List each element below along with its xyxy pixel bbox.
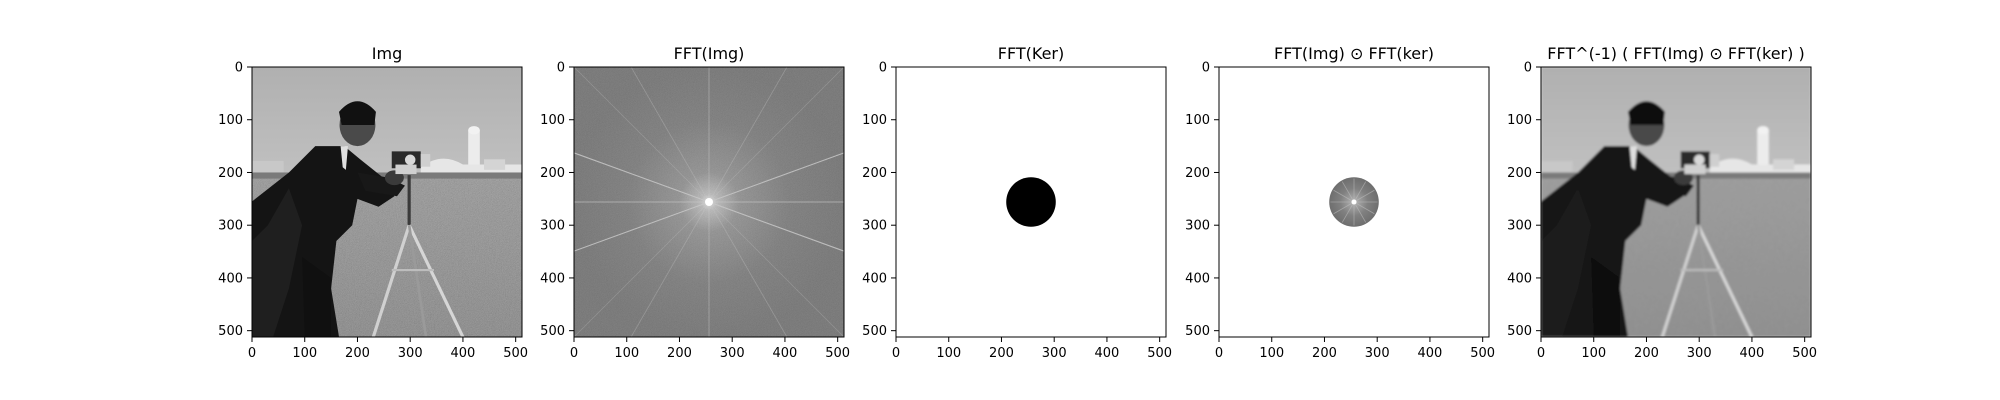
y-tick-label: 300 bbox=[218, 219, 243, 234]
x-tick-label: 0 bbox=[248, 346, 256, 361]
x-tick-label: 500 bbox=[503, 346, 528, 361]
y-tick-label: 400 bbox=[218, 271, 243, 286]
panel-4: FFT(Img) ⊙ FFT(ker) 0 100 200 300 400 500 0 100 2… bbox=[1185, 44, 1495, 361]
y-tick-label: 0 bbox=[879, 61, 887, 76]
kernel-disk bbox=[1006, 177, 1056, 227]
y-tick-label: 400 bbox=[1507, 271, 1532, 286]
y-tick-label: 300 bbox=[540, 219, 565, 234]
image-content bbox=[252, 67, 522, 337]
axes-frame bbox=[895, 66, 1167, 338]
x-tick-label: 200 bbox=[345, 346, 370, 361]
y-tick-label: 500 bbox=[218, 324, 243, 339]
x-tick-label: 0 bbox=[1215, 346, 1223, 361]
y-tick-label: 0 bbox=[1202, 61, 1210, 76]
x-tick-label: 500 bbox=[1792, 346, 1817, 361]
x-tick-label: 300 bbox=[1687, 346, 1712, 361]
x-tick-label: 400 bbox=[1740, 346, 1765, 361]
x-tick-label: 400 bbox=[451, 346, 476, 361]
x-tick-label: 100 bbox=[936, 346, 961, 361]
y-tick-label: 100 bbox=[1507, 113, 1532, 128]
x-tick-label: 200 bbox=[667, 346, 692, 361]
panel-title: FFT(Img) bbox=[674, 44, 745, 63]
panel-title: Img bbox=[372, 44, 402, 63]
axes-frame bbox=[1540, 66, 1812, 338]
y-tick-label: 100 bbox=[218, 113, 243, 128]
x-tick-label: 0 bbox=[570, 346, 578, 361]
y-tick-label: 300 bbox=[862, 219, 887, 234]
axes-frame bbox=[573, 66, 845, 338]
y-tick-label: 200 bbox=[1507, 166, 1532, 181]
image-content bbox=[896, 67, 1166, 337]
y-tick-label: 200 bbox=[540, 166, 565, 181]
x-tick-label: 0 bbox=[892, 346, 900, 361]
x-tick-label: 500 bbox=[825, 346, 850, 361]
y-tick-label: 100 bbox=[540, 113, 565, 128]
y-tick-label: 200 bbox=[1185, 166, 1210, 181]
axes-frame bbox=[251, 66, 523, 338]
image-content bbox=[1541, 67, 1811, 337]
y-tick-label: 100 bbox=[1185, 113, 1210, 128]
x-tick-label: 300 bbox=[1365, 346, 1390, 361]
panel-title: FFT(Img) ⊙ FFT(ker) bbox=[1274, 44, 1434, 63]
y-tick-label: 500 bbox=[540, 324, 565, 339]
y-tick-label: 200 bbox=[218, 166, 243, 181]
y-tick-label: 400 bbox=[1185, 271, 1210, 286]
panel-title: FFT^(-1) ( FFT(Img) ⊙ FFT(ker) ) bbox=[1547, 44, 1804, 63]
y-tick-label: 400 bbox=[540, 271, 565, 286]
panel-5: FFT^(-1) ( FFT(Img) ⊙ FFT(ker) ) 0 100 200 3… bbox=[1507, 44, 1817, 361]
x-tick-label: 100 bbox=[1259, 346, 1284, 361]
y-tick-label: 500 bbox=[1507, 324, 1532, 339]
x-tick-label: 200 bbox=[1312, 346, 1337, 361]
x-tick-label: 200 bbox=[989, 346, 1014, 361]
y-tick-label: 300 bbox=[1507, 219, 1532, 234]
x-tick-label: 0 bbox=[1537, 346, 1545, 361]
y-tick-label: 400 bbox=[862, 271, 887, 286]
image-content bbox=[574, 67, 844, 337]
x-tick-label: 500 bbox=[1147, 346, 1172, 361]
panel-3: FFT(Ker) 0 100 200 300 400 500 0 100 200 300 400 500 bbox=[862, 44, 1172, 361]
y-tick-label: 500 bbox=[1185, 324, 1210, 339]
x-tick-label: 400 bbox=[1418, 346, 1443, 361]
x-tick-label: 300 bbox=[1042, 346, 1067, 361]
panel-title: FFT(Ker) bbox=[998, 44, 1065, 63]
x-tick-label: 300 bbox=[720, 346, 745, 361]
x-tick-label: 100 bbox=[614, 346, 639, 361]
x-tick-label: 100 bbox=[292, 346, 317, 361]
y-tick-label: 0 bbox=[557, 61, 565, 76]
axes-frame bbox=[1218, 66, 1490, 338]
x-tick-label: 400 bbox=[1095, 346, 1120, 361]
x-tick-label: 100 bbox=[1581, 346, 1606, 361]
x-tick-label: 400 bbox=[773, 346, 798, 361]
panel-2: FFT(Img) 0 100 200 300 400 500 0 100 200 300 400 500 bbox=[540, 44, 850, 361]
x-tick-label: 300 bbox=[398, 346, 423, 361]
y-tick-label: 300 bbox=[1185, 219, 1210, 234]
image-content bbox=[1219, 67, 1489, 337]
y-tick-label: 200 bbox=[862, 166, 887, 181]
y-tick-label: 100 bbox=[862, 113, 887, 128]
y-tick-label: 0 bbox=[1524, 61, 1532, 76]
x-tick-label: 200 bbox=[1634, 346, 1659, 361]
panel-1: Img 0 100 200 300 400 500 0 100 200 300 400 500 bbox=[218, 44, 528, 361]
y-tick-label: 0 bbox=[235, 61, 243, 76]
x-tick-label: 500 bbox=[1470, 346, 1495, 361]
y-tick-label: 500 bbox=[862, 324, 887, 339]
